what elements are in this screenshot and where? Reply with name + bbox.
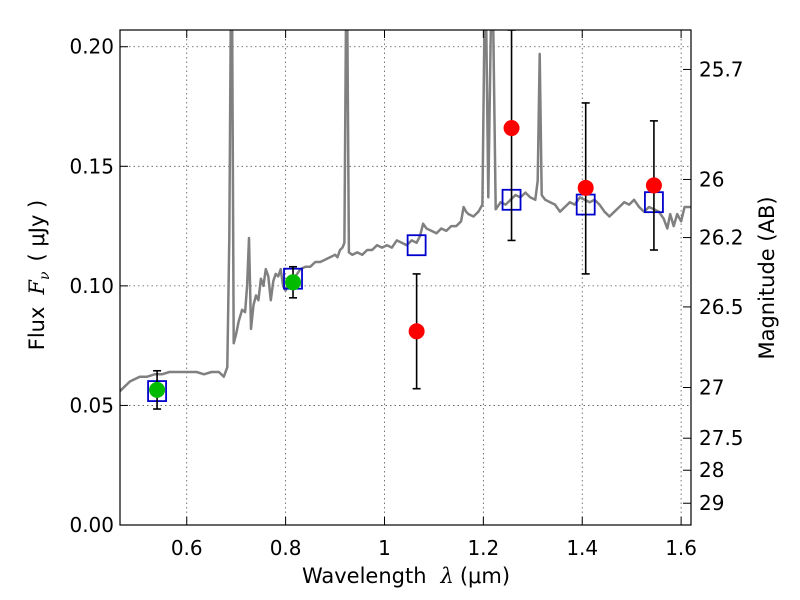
y-axis-subscript: ν [37, 271, 53, 280]
x-tick-label: 0.8 [270, 536, 302, 560]
x-tick-label: 1.6 [665, 536, 697, 560]
data-point-marker [408, 323, 425, 340]
y-tick-label: 0.20 [69, 35, 114, 59]
x-axis-title-prefix: Wavelength [302, 564, 427, 588]
y2-tick-label: 26.2 [699, 226, 744, 250]
y-tick-label: 0.15 [69, 154, 114, 178]
y2-tick-label: 27 [699, 376, 724, 400]
y2-tick-label: 29 [699, 491, 724, 515]
y-axis-symbol: F [25, 279, 49, 296]
x-tick-label: 0.6 [171, 536, 203, 560]
data-point-marker [285, 274, 302, 291]
y2-tick-label: 28 [699, 458, 724, 482]
y2-tick-label: 27.5 [699, 426, 744, 450]
x-tick-label: 1.2 [467, 536, 499, 560]
tick-marks [120, 30, 691, 526]
x-axis-unit: (μm) [460, 564, 510, 588]
data-point-marker [577, 179, 594, 196]
y2-tick-label: 25.7 [699, 57, 744, 81]
x-axis-title: Wavelength λ (μm) [302, 564, 510, 588]
model-square-marker [406, 234, 427, 257]
spectrum-line [120, 30, 691, 392]
x-tick-label: 1 [378, 536, 391, 560]
grid-lines [120, 30, 691, 526]
y-axis-title-prefix: Flux [25, 307, 49, 351]
x-axis-symbol: λ [440, 564, 454, 588]
y-axis-title: Flux Fν ( μJy ) [25, 200, 53, 350]
y-axis-unit: ( μJy ) [25, 200, 49, 262]
y-tick-label: 0.00 [69, 513, 114, 537]
tick-labels: 0.6 0.8 1 1.2 1.4 1.6 0.00 0.05 0.10 0.15 0.20 25.7… [69, 35, 743, 560]
data-point-marker [645, 177, 662, 194]
x-tick-label: 1.4 [566, 536, 598, 560]
y2-axis-title: Magnitude (AB) [755, 196, 779, 359]
data-point-marker [503, 120, 520, 137]
plot-border [119, 29, 692, 526]
y2-tick-label: 26.5 [699, 295, 744, 319]
data-point-marker [149, 381, 166, 398]
y-tick-label: 0.10 [69, 274, 114, 298]
y-tick-label: 0.05 [69, 393, 114, 417]
axes-frame [119, 29, 692, 526]
plot-data [120, 30, 691, 410]
y2-tick-label: 26 [699, 167, 724, 191]
